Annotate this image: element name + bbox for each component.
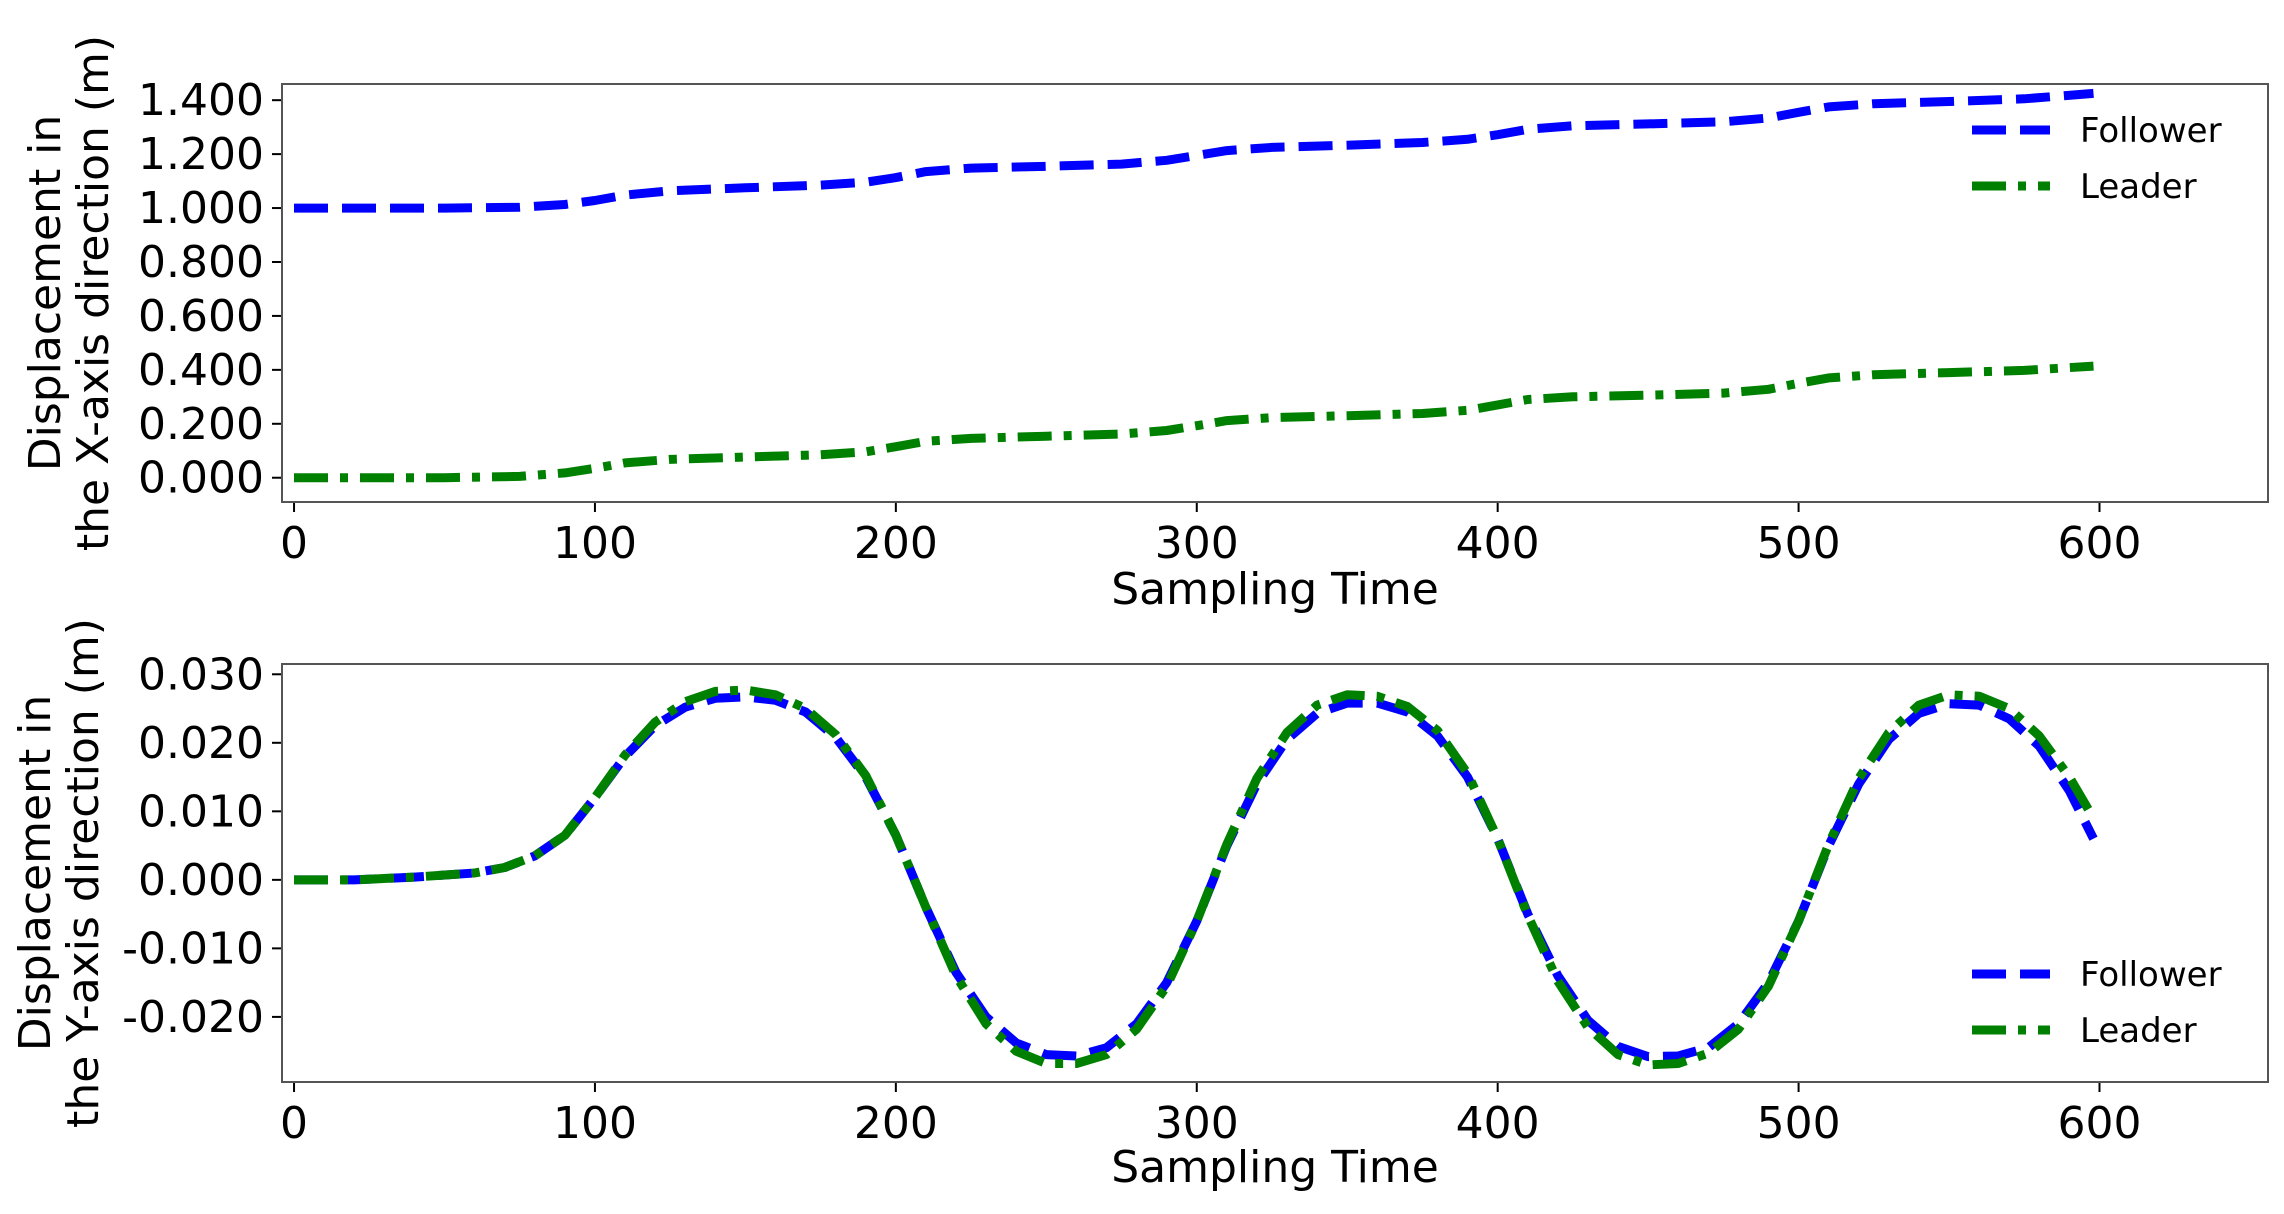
x-tick-label: 200	[854, 1098, 938, 1149]
x-tick-group: 0 100 200 300 400 500 600	[280, 1082, 2141, 1149]
legend: Follower Leader	[1972, 955, 2222, 1051]
x-tick-label: 100	[553, 1098, 637, 1149]
y-tick-label: -0.010	[122, 923, 264, 974]
chart-y-displacement: -0.020 -0.010 0.000 0.010 0.020 0.030 0 100 200…	[10, 618, 2269, 1193]
legend-label-leader: Leader	[2080, 1011, 2197, 1051]
x-tick-label: 400	[1456, 1098, 1540, 1149]
y-tick-group: -0.020 -0.010 0.000 0.010 0.020 0.030	[122, 649, 282, 1043]
y-tick-label: 0.010	[138, 786, 264, 837]
y-tick-label: 0.600	[138, 291, 264, 342]
x-tick-label: 300	[1155, 518, 1239, 569]
x-tick-label: 500	[1757, 1098, 1841, 1149]
plot-frame	[281, 83, 2269, 503]
y-tick-label: 0.030	[138, 649, 264, 700]
y-tick-label: 1.200	[138, 129, 264, 180]
legend: Follower Leader	[1972, 111, 2222, 207]
y-tick-label: -0.020	[122, 992, 264, 1043]
x-tick-label: 600	[2057, 1098, 2141, 1149]
series-line-leader	[294, 361, 2094, 483]
x-axis-label: Sampling Time	[1111, 1142, 1439, 1193]
x-tick-label: 500	[1757, 518, 1841, 569]
series-layer	[294, 685, 2098, 1070]
series-line-follower	[294, 692, 2098, 1062]
y-tick-label: 0.200	[138, 399, 264, 450]
y-tick-label: 0.400	[138, 345, 264, 396]
plot-frame	[281, 663, 2269, 1083]
legend-label-follower: Follower	[2080, 111, 2222, 151]
series-line-follower	[294, 88, 2094, 213]
y-tick-label: 0.020	[138, 718, 264, 769]
y-tick-label: 0.000	[138, 855, 264, 906]
legend-label-leader: Leader	[2080, 167, 2197, 207]
y-tick-label: 1.000	[138, 183, 264, 234]
x-tick-group: 0 100 200 300 400 500 600	[280, 502, 2141, 569]
x-axis-label: Sampling Time	[1111, 564, 1439, 615]
legend-label-follower: Follower	[2080, 955, 2222, 995]
series-layer	[294, 88, 2094, 483]
y-axis-label-line-2: the Y-axis direction (m)	[58, 618, 109, 1128]
x-tick-label: 100	[553, 518, 637, 569]
y-axis-label-line-1: Displacement in	[20, 115, 71, 472]
x-tick-label: 400	[1456, 518, 1540, 569]
x-tick-label: 200	[854, 518, 938, 569]
y-tick-label: 0.800	[138, 237, 264, 288]
y-tick-label: 0.000	[138, 453, 264, 504]
x-tick-label: 600	[2057, 518, 2141, 569]
x-tick-label: 0	[280, 1098, 308, 1149]
chart-x-displacement: 0.0000.2000.4000.6000.8001.0001.2001.400…	[20, 35, 2269, 615]
y-axis-label-line-2: the X-axis direction (m)	[68, 35, 119, 551]
y-axis-label-line-1: Displacement in	[10, 695, 61, 1052]
series-line-leader	[294, 685, 2098, 1070]
x-tick-label: 0	[280, 518, 308, 569]
x-tick-label: 300	[1155, 1098, 1239, 1149]
y-tick-label: 1.400	[138, 75, 264, 126]
